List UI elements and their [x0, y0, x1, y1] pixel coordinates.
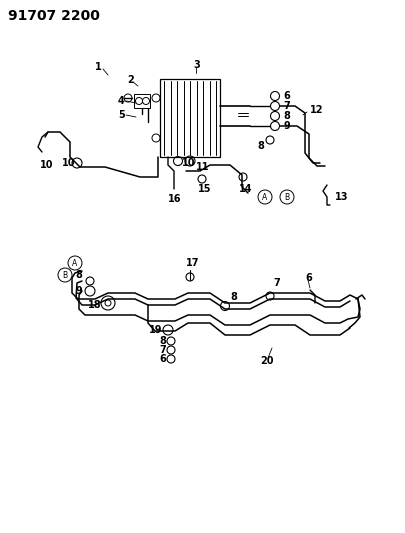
Text: 15: 15 — [198, 184, 211, 194]
Text: 12: 12 — [310, 105, 324, 115]
Text: 8: 8 — [257, 141, 264, 151]
Text: 10: 10 — [40, 160, 53, 170]
Text: 2: 2 — [127, 75, 134, 85]
Text: 8: 8 — [230, 292, 237, 302]
Text: 7: 7 — [283, 101, 290, 111]
Text: 7: 7 — [273, 278, 280, 288]
Text: A: A — [262, 192, 268, 201]
Bar — [160, 79, 220, 157]
Text: 3: 3 — [193, 60, 200, 70]
Text: 5: 5 — [118, 110, 125, 120]
Text: 11: 11 — [196, 162, 209, 172]
Text: 16: 16 — [168, 194, 181, 204]
Text: 91707 2200: 91707 2200 — [8, 9, 100, 23]
Text: 9: 9 — [283, 121, 290, 131]
Text: 8: 8 — [75, 270, 82, 280]
Text: 8: 8 — [159, 336, 166, 346]
Text: 6: 6 — [283, 91, 290, 101]
Text: 8: 8 — [283, 111, 290, 121]
Text: 4: 4 — [118, 96, 125, 106]
Text: A: A — [72, 259, 78, 268]
Text: 18: 18 — [88, 300, 102, 310]
Text: 20: 20 — [260, 356, 273, 366]
Text: 17: 17 — [186, 258, 200, 268]
Text: 9: 9 — [75, 286, 82, 296]
Text: 14: 14 — [239, 184, 252, 194]
Text: 13: 13 — [335, 192, 348, 202]
Text: B: B — [62, 271, 68, 279]
Text: 6: 6 — [305, 273, 312, 283]
Text: 10: 10 — [182, 158, 196, 168]
Text: 1: 1 — [95, 62, 102, 72]
Text: 19: 19 — [149, 325, 162, 335]
Bar — [134, 94, 150, 108]
Text: B: B — [284, 192, 290, 201]
Text: 10: 10 — [62, 158, 75, 168]
Text: 6: 6 — [159, 354, 166, 364]
Text: 7: 7 — [159, 345, 166, 355]
